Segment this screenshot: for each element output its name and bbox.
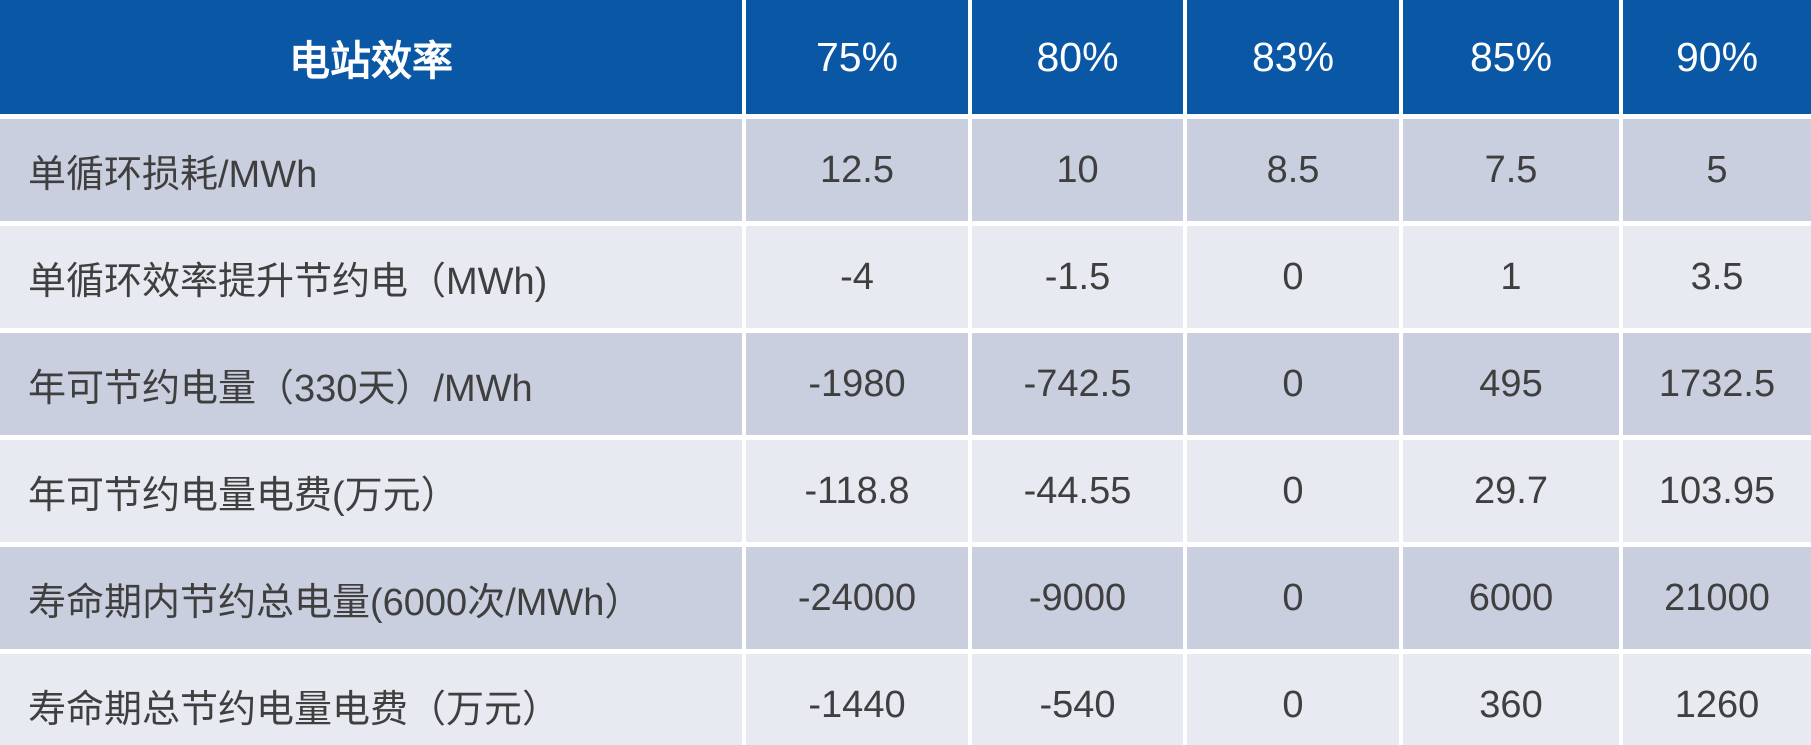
value-cell: 1 bbox=[1401, 221, 1623, 331]
value-cell: 6000 bbox=[1401, 542, 1623, 652]
value-cell: -1.5 bbox=[970, 221, 1187, 331]
table-row: 年可节约电量（330天）/MWh -1980 -742.5 0 495 1732.5 bbox=[0, 328, 1811, 438]
header-percent-cell: 85% bbox=[1401, 0, 1623, 117]
value-cell: 29.7 bbox=[1401, 435, 1623, 545]
value-cell: 495 bbox=[1401, 328, 1623, 438]
value-cell: 7.5 bbox=[1401, 114, 1623, 224]
value-cell: 12.5 bbox=[744, 114, 972, 224]
table-row: 年可节约电量电费(万元） -118.8 -44.55 0 29.7 103.95 bbox=[0, 435, 1811, 545]
value-cell: 360 bbox=[1401, 649, 1623, 745]
row-label-cell: 寿命期内节约总电量(6000次/MWh） bbox=[0, 542, 746, 652]
value-cell: 0 bbox=[1185, 649, 1403, 745]
value-cell: 0 bbox=[1185, 328, 1403, 438]
value-cell: 1260 bbox=[1621, 649, 1811, 745]
value-cell: -9000 bbox=[970, 542, 1187, 652]
value-cell: -44.55 bbox=[970, 435, 1187, 545]
row-label-cell: 单循环损耗/MWh bbox=[0, 114, 746, 224]
header-percent-cell: 83% bbox=[1185, 0, 1403, 117]
table-row: 寿命期总节约电量电费（万元） -1440 -540 0 360 1260 bbox=[0, 649, 1811, 745]
value-cell: -540 bbox=[970, 649, 1187, 745]
header-percent-cell: 75% bbox=[744, 0, 972, 117]
value-cell: -1440 bbox=[744, 649, 972, 745]
table-body: 单循环损耗/MWh 12.5 10 8.5 7.5 5 单循环效率提升节约电（MWh) -4-… bbox=[0, 114, 1811, 745]
value-cell: -4 bbox=[744, 221, 972, 331]
value-cell: 3.5 bbox=[1621, 221, 1811, 331]
value-cell: 0 bbox=[1185, 542, 1403, 652]
table-row: 单循环效率提升节约电（MWh) -4 -1.5 0 1 3.5 bbox=[0, 221, 1811, 331]
row-label-cell: 年可节约电量电费(万元） bbox=[0, 435, 746, 545]
value-cell: 0 bbox=[1185, 435, 1403, 545]
value-cell: -24000 bbox=[744, 542, 972, 652]
header-title-cell: 电站效率 bbox=[0, 0, 746, 117]
row-label-cell: 年可节约电量（330天）/MWh bbox=[0, 328, 746, 438]
table-row: 单循环损耗/MWh 12.5 10 8.5 7.5 5 bbox=[0, 114, 1811, 224]
header-percent-cell: 80% bbox=[970, 0, 1187, 117]
value-cell: -118.8 bbox=[744, 435, 972, 545]
value-cell: -742.5 bbox=[970, 328, 1187, 438]
value-cell: 21000 bbox=[1621, 542, 1811, 652]
value-cell: 5 bbox=[1621, 114, 1811, 224]
value-cell: 10 bbox=[970, 114, 1187, 224]
header-percent-cell: 90% bbox=[1621, 0, 1811, 117]
value-cell: 103.95 bbox=[1621, 435, 1811, 545]
value-cell: 8.5 bbox=[1185, 114, 1403, 224]
value-cell: -1980 bbox=[744, 328, 972, 438]
header-row: 电站效率 75% 80% 83% 85% 90% bbox=[0, 0, 1811, 117]
row-label-cell: 单循环效率提升节约电（MWh) bbox=[0, 221, 746, 331]
row-label-cell: 寿命期总节约电量电费（万元） bbox=[0, 649, 746, 745]
value-cell: 0 bbox=[1185, 221, 1403, 331]
table-row: 寿命期内节约总电量(6000次/MWh） -24000 -9000 0 6000 2100… bbox=[0, 542, 1811, 652]
value-cell: 1732.5 bbox=[1621, 328, 1811, 438]
